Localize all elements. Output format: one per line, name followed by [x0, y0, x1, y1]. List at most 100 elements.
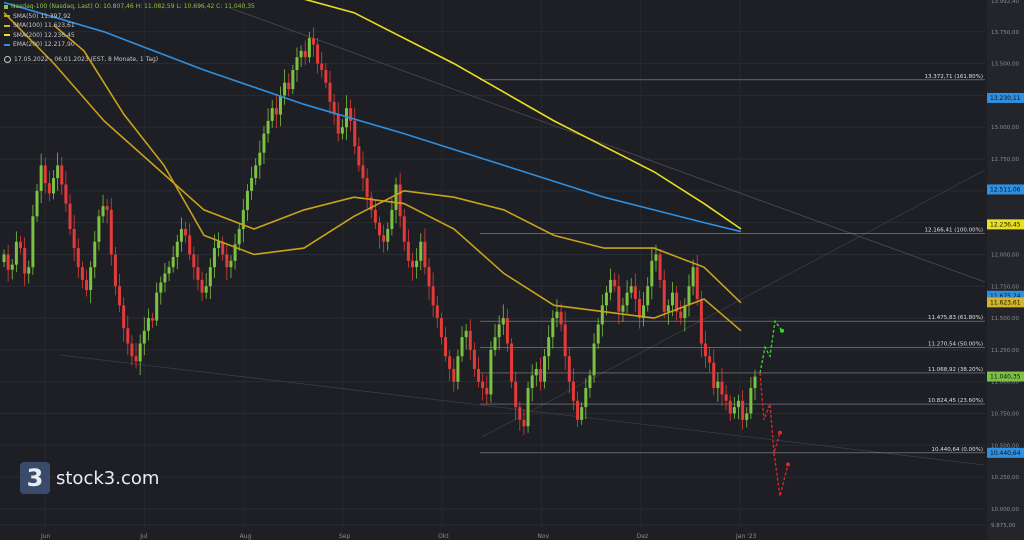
candle-body	[270, 108, 274, 121]
candle-body	[200, 279, 204, 293]
brand-watermark: 3 stock3.com	[20, 462, 159, 494]
candle-body	[720, 381, 724, 395]
candle-body	[155, 292, 159, 321]
y-tick-label: 9.875,00	[991, 523, 1016, 529]
fib-level-label: 11.068,92 (38.20%)	[928, 367, 983, 373]
candle-body	[43, 165, 47, 184]
clock-icon	[4, 56, 11, 63]
candle-body	[204, 286, 208, 293]
price-flag	[987, 371, 1024, 382]
candle-body	[514, 381, 518, 408]
x-month-label: Nov	[537, 533, 549, 540]
candle-body	[113, 254, 117, 287]
candle-body	[464, 330, 468, 338]
sma200-swatch	[4, 34, 10, 37]
candle-body	[105, 206, 109, 210]
y-tick-label: 10.500,00	[991, 443, 1019, 449]
candle-body	[621, 305, 625, 312]
stock3-logo: 3	[20, 462, 50, 494]
candle-body	[320, 63, 324, 70]
price-flag	[987, 290, 1024, 301]
candle-body	[444, 337, 448, 357]
candle-body	[101, 206, 105, 217]
candle-body	[175, 241, 179, 258]
x-month-label: Okt	[438, 533, 449, 540]
legend-item-label: EMA(200) 12.217,90	[13, 41, 75, 48]
legend-item-ema200[interactable]: EMA(200) 12.217,90	[4, 40, 255, 50]
legend-item-sma50[interactable]: SMA(50) 11.397,92	[4, 12, 255, 22]
candle-body	[233, 244, 237, 261]
candle-body	[27, 267, 31, 274]
fib-level-label: 13.372,71 (161.80%)	[924, 74, 983, 80]
candle-body	[250, 178, 254, 191]
price-flag-label: 11.040,35	[990, 374, 1021, 381]
trend-line	[481, 169, 986, 438]
ema200-swatch	[4, 43, 10, 46]
candle-body	[31, 216, 35, 268]
candle-body	[468, 330, 472, 350]
candle-body	[237, 229, 241, 245]
period-label: 17.05.2022 - 06.01.2023 (EST, 8 Monate, …	[14, 56, 159, 63]
fib-level-label: 11.270,54 (50.00%)	[928, 341, 983, 347]
candle-body	[97, 216, 101, 242]
candle-body	[303, 50, 307, 58]
legend-item-sma200[interactable]: SMA(200) 12.236,45	[4, 31, 255, 41]
candle-body	[650, 260, 654, 287]
candle-body	[93, 241, 97, 268]
chart-legend: Nasdaq-100 (Nasdaq, Last) O: 10.807,46 H…	[4, 2, 255, 50]
candle-body	[679, 311, 683, 319]
candle-body	[633, 286, 637, 299]
candle-body	[14, 241, 18, 265]
legend-item-sma100[interactable]: SMA(100) 11.623,61	[4, 21, 255, 31]
candle-body	[184, 229, 188, 236]
y-tick-label: 11.500,00	[991, 316, 1019, 322]
candle-body	[526, 388, 530, 427]
period-info: 17.05.2022 - 06.01.2023 (EST, 8 Monate, …	[4, 56, 158, 63]
candle-body	[159, 282, 163, 293]
y-tick-label: 12.000,00	[991, 252, 1019, 258]
candle-body	[427, 267, 431, 287]
candle-body	[382, 235, 386, 242]
candle-body	[373, 209, 377, 223]
candle-body	[555, 311, 559, 319]
candle-body	[522, 419, 526, 427]
candle-body	[596, 324, 600, 344]
candle-body	[477, 368, 481, 382]
candle-body	[332, 101, 336, 115]
candle-body	[56, 165, 60, 179]
candle-body	[390, 209, 394, 230]
trend-line	[229, 7, 986, 283]
candle-body	[716, 381, 720, 389]
scenario-path	[759, 372, 781, 454]
candle-body	[563, 324, 567, 357]
y-tick-label: 10.250,00	[991, 475, 1019, 481]
candle-body	[196, 267, 200, 280]
y-tick-label: 11.750,00	[991, 284, 1019, 290]
candle-body	[518, 407, 522, 420]
candle-body	[435, 305, 439, 319]
moving-average-line	[3, 1, 742, 233]
candle-body	[19, 241, 23, 249]
candle-body	[600, 305, 604, 325]
candle-body	[419, 241, 423, 261]
trend-line	[59, 354, 986, 466]
candle-body	[501, 318, 505, 325]
candle-body	[460, 337, 464, 357]
candle-body	[708, 356, 712, 363]
candle-body	[369, 197, 373, 210]
price-flag	[987, 92, 1024, 103]
candle-body	[217, 241, 221, 249]
scenario-path	[759, 319, 783, 374]
y-tick-label: 13.000,00	[991, 125, 1019, 131]
candle-body	[307, 38, 311, 58]
candle-body	[695, 267, 699, 299]
moving-average-line	[53, 24, 742, 304]
price-flag-label: 11.675,24	[990, 293, 1021, 300]
x-month-label: Jan '23	[735, 533, 757, 540]
price-flag	[987, 184, 1024, 195]
candle-body	[481, 381, 485, 389]
candle-body	[68, 203, 72, 230]
candle-body	[749, 388, 753, 414]
